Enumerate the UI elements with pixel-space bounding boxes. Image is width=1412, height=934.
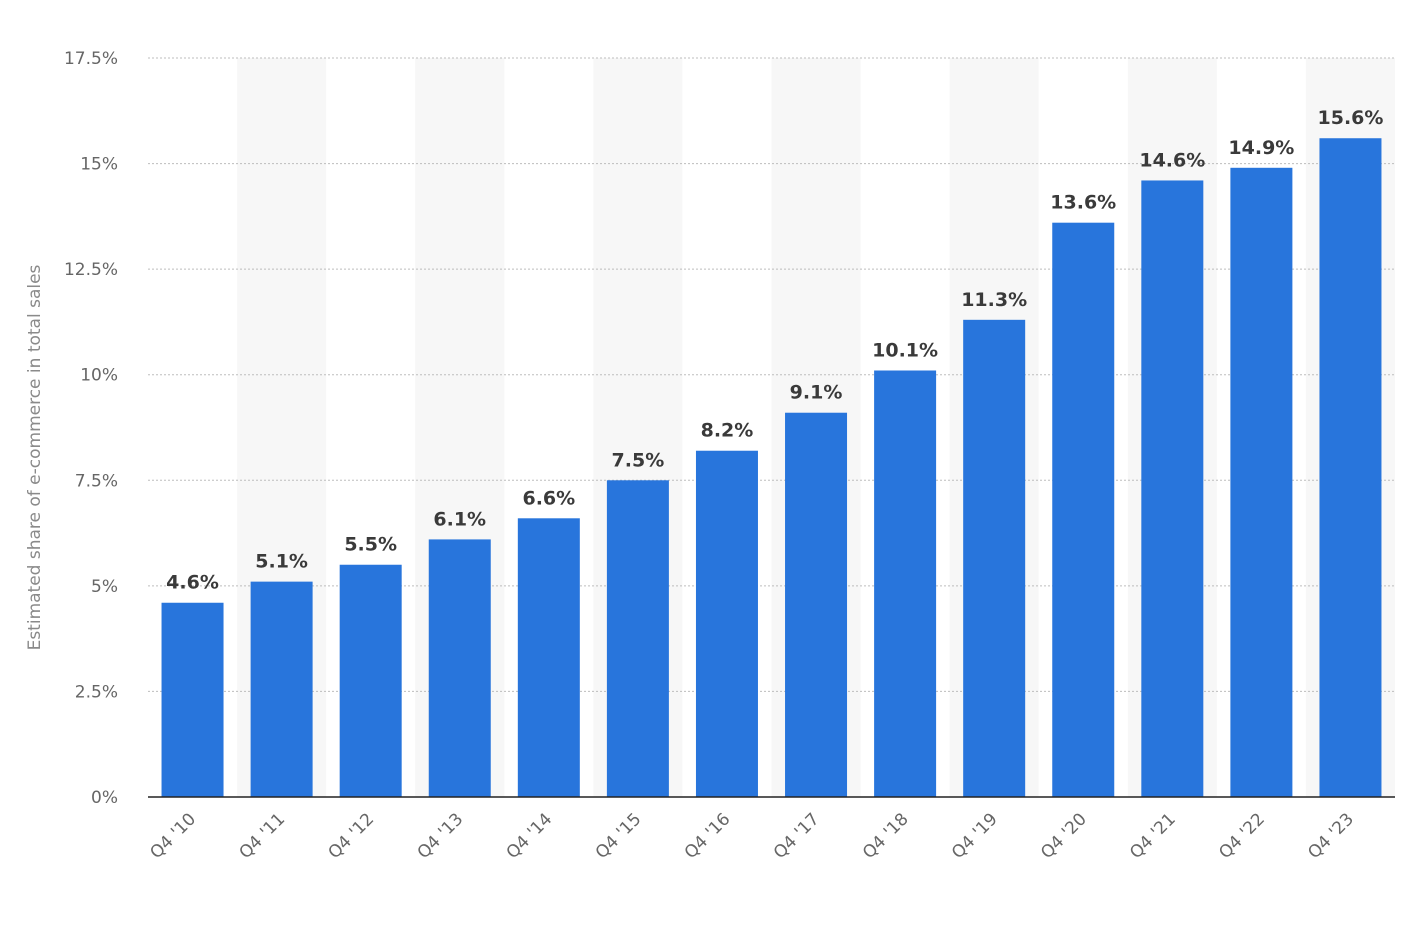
y-tick-label: 12.5% (64, 260, 118, 280)
y-tick-label: 17.5% (64, 49, 118, 69)
bar[interactable] (874, 370, 937, 797)
y-axis-title: Estimated share of e-commerce in total s… (25, 264, 45, 650)
y-tick-label: 2.5% (75, 682, 118, 702)
x-tick-label: Q4 '21 (1126, 809, 1180, 863)
data-labels: 4.6% 5.1% 5.5% 6.1% 6.6% 7.5% 8.2% 9.1% 10.1% 11.… (166, 107, 1383, 594)
x-axis-ticks: Q4 '10 Q4 '11 Q4 '12 Q4 '13 Q4 '14 Q4 '15 Q4 '… (146, 809, 1358, 863)
bar[interactable] (606, 480, 669, 797)
x-tick-label: Q4 '16 (681, 809, 735, 863)
bar[interactable] (1141, 180, 1204, 797)
bar[interactable] (1052, 222, 1115, 798)
data-label: 11.3% (961, 289, 1027, 311)
bar[interactable] (339, 564, 402, 797)
y-tick-label: 5% (91, 577, 118, 597)
x-tick-label: Q4 '18 (859, 809, 913, 863)
bar[interactable] (250, 581, 313, 797)
bar[interactable] (785, 412, 848, 797)
data-label: 5.5% (344, 534, 397, 556)
x-tick-label: Q4 '15 (592, 809, 646, 863)
data-label: 4.6% (166, 572, 219, 594)
bars (161, 138, 1382, 798)
data-label: 9.1% (790, 382, 843, 404)
data-label: 14.6% (1139, 149, 1205, 171)
y-tick-label: 0% (91, 788, 118, 808)
x-tick-label: Q4 '20 (1037, 809, 1091, 863)
bar[interactable] (161, 602, 224, 797)
x-tick-label: Q4 '10 (146, 809, 200, 863)
bar[interactable] (517, 518, 580, 797)
y-axis-ticks: 0% 2.5% 5% 7.5% 10% 12.5% 15% 17.5% (64, 49, 118, 808)
x-tick-label: Q4 '19 (948, 809, 1002, 863)
data-label: 6.6% (522, 487, 575, 509)
data-label: 5.1% (255, 551, 308, 573)
y-tick-label: 7.5% (75, 471, 118, 491)
x-tick-label: Q4 '14 (503, 809, 557, 863)
x-tick-label: Q4 '23 (1304, 809, 1358, 863)
bar[interactable] (1319, 138, 1382, 798)
bar[interactable] (1230, 167, 1293, 797)
data-label: 15.6% (1318, 107, 1384, 129)
y-tick-label: 10% (80, 366, 118, 386)
data-label: 8.2% (701, 420, 754, 442)
bar[interactable] (428, 539, 491, 797)
data-label: 14.9% (1228, 137, 1294, 159)
bar[interactable] (695, 450, 758, 797)
y-tick-label: 15% (80, 155, 118, 175)
x-tick-label: Q4 '11 (235, 809, 289, 863)
data-label: 10.1% (872, 339, 938, 361)
bar[interactable] (963, 319, 1026, 797)
x-tick-label: Q4 '12 (325, 809, 379, 863)
x-tick-label: Q4 '13 (414, 809, 468, 863)
x-tick-label: Q4 '17 (770, 809, 824, 863)
x-tick-label: Q4 '22 (1215, 809, 1269, 863)
data-label: 6.1% (433, 508, 486, 530)
data-label: 7.5% (612, 449, 665, 471)
data-label: 13.6% (1050, 192, 1116, 214)
